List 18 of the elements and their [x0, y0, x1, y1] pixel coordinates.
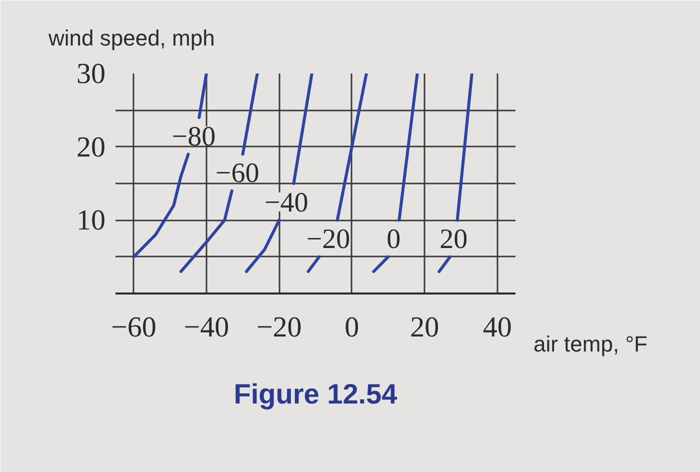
series-label: −20	[306, 224, 350, 255]
caption: Figure 12.54	[234, 378, 398, 410]
x-axis-title: air temp, °F	[534, 332, 648, 356]
series-label: −60	[215, 158, 260, 189]
series-label: −80	[172, 121, 216, 152]
x-tick-label: 40	[482, 312, 512, 344]
y-tick-label: 10	[76, 204, 106, 237]
series-label: −40	[264, 187, 308, 218]
x-tick-label: 20	[410, 312, 440, 344]
x-tick-label: 0	[344, 312, 360, 344]
y-axis-title: wind speed, mph	[48, 26, 215, 50]
x-tick-label: −40	[184, 312, 230, 344]
x-tick-label: −60	[111, 312, 156, 344]
series-label: 20	[440, 224, 468, 255]
y-tick-label: 20	[76, 131, 106, 164]
y-tick-label: 30	[76, 58, 106, 90]
x-tick-label: −20	[256, 312, 302, 344]
series-label: 0	[386, 224, 401, 255]
